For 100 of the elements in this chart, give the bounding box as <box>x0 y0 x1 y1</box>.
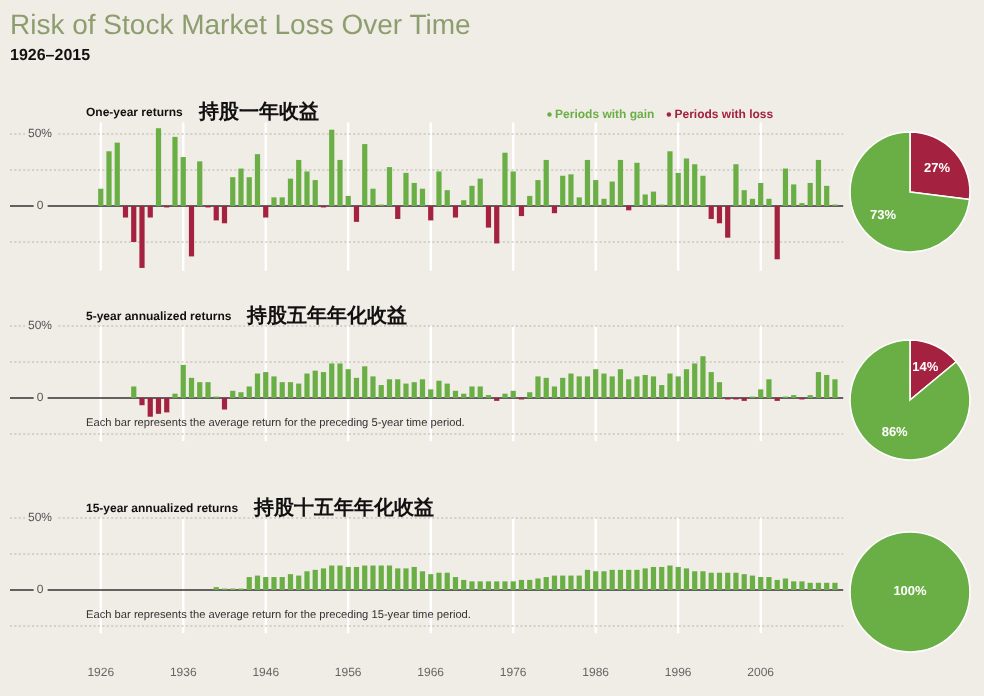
bar <box>271 197 277 206</box>
bar <box>634 162 640 206</box>
bar <box>758 577 764 590</box>
bar <box>213 206 219 221</box>
bar <box>675 566 681 590</box>
bar <box>370 565 376 590</box>
bar <box>329 363 335 398</box>
bar <box>419 571 426 590</box>
annotation: 持股五年年化收益 <box>245 304 408 328</box>
bar <box>683 369 690 398</box>
bar <box>279 382 285 398</box>
bar <box>510 390 516 398</box>
bar <box>452 390 459 398</box>
bar <box>337 363 343 398</box>
bar <box>584 159 591 206</box>
bar <box>205 382 211 398</box>
bar <box>683 568 690 590</box>
bar <box>576 376 582 398</box>
bar <box>700 356 706 398</box>
bar <box>642 374 648 398</box>
bar <box>560 175 566 206</box>
bar <box>312 569 318 590</box>
bar <box>329 565 335 590</box>
bar <box>708 572 714 590</box>
bar <box>791 581 797 590</box>
bar <box>799 581 805 590</box>
bar <box>263 206 269 218</box>
bar <box>378 565 384 590</box>
bar <box>576 575 582 590</box>
bar <box>271 577 277 590</box>
bar <box>329 129 335 206</box>
bar <box>642 568 648 590</box>
bar <box>271 376 277 398</box>
bar <box>461 579 467 590</box>
bar <box>411 566 417 590</box>
bar <box>634 569 640 590</box>
bar <box>584 569 591 590</box>
bar <box>320 568 327 590</box>
bar <box>675 376 681 398</box>
bar <box>494 581 500 590</box>
bar <box>692 571 698 590</box>
bar <box>584 376 591 398</box>
bar <box>469 581 475 590</box>
bar <box>560 575 566 590</box>
bar <box>774 579 780 590</box>
bar <box>263 577 269 590</box>
bar <box>692 363 698 398</box>
bar <box>832 582 838 590</box>
bar <box>749 575 756 590</box>
bar <box>419 188 426 206</box>
bar <box>197 382 203 398</box>
bar <box>543 377 549 398</box>
bar <box>824 374 830 398</box>
bar <box>254 373 261 398</box>
bar <box>139 206 145 268</box>
bar <box>345 566 351 590</box>
bar <box>164 398 170 413</box>
bar <box>452 206 459 218</box>
bar <box>692 164 698 206</box>
bar <box>502 581 508 590</box>
bar <box>766 379 772 398</box>
bar <box>733 572 739 590</box>
bar <box>774 206 780 260</box>
bar <box>527 579 533 590</box>
bar <box>353 566 360 590</box>
bar <box>403 383 409 398</box>
bar <box>221 206 228 224</box>
bar <box>428 206 434 221</box>
bar <box>353 206 360 222</box>
bar <box>733 164 739 206</box>
bar <box>609 376 615 398</box>
bar <box>254 575 261 590</box>
bar <box>667 373 673 398</box>
bar <box>477 581 483 590</box>
bar <box>403 568 409 590</box>
bar <box>659 566 665 590</box>
bar <box>518 579 525 590</box>
bar <box>782 168 789 206</box>
bar <box>824 582 830 590</box>
bar <box>155 128 162 206</box>
bar <box>279 577 285 590</box>
bar <box>494 206 500 244</box>
bar <box>617 569 624 590</box>
bar <box>395 568 401 590</box>
bar <box>428 574 434 590</box>
bar <box>419 379 426 398</box>
bar <box>411 382 417 398</box>
bar <box>560 377 566 398</box>
bar <box>683 158 690 206</box>
bar <box>725 206 731 238</box>
bar <box>725 572 731 590</box>
bar <box>395 206 401 219</box>
bar <box>551 206 558 214</box>
chart-subtitle: 1926–2015 <box>10 46 92 64</box>
bar <box>452 577 459 590</box>
bar <box>634 376 640 398</box>
bar <box>609 569 615 590</box>
bar <box>568 373 574 398</box>
bar <box>832 379 838 398</box>
bar <box>386 167 393 206</box>
